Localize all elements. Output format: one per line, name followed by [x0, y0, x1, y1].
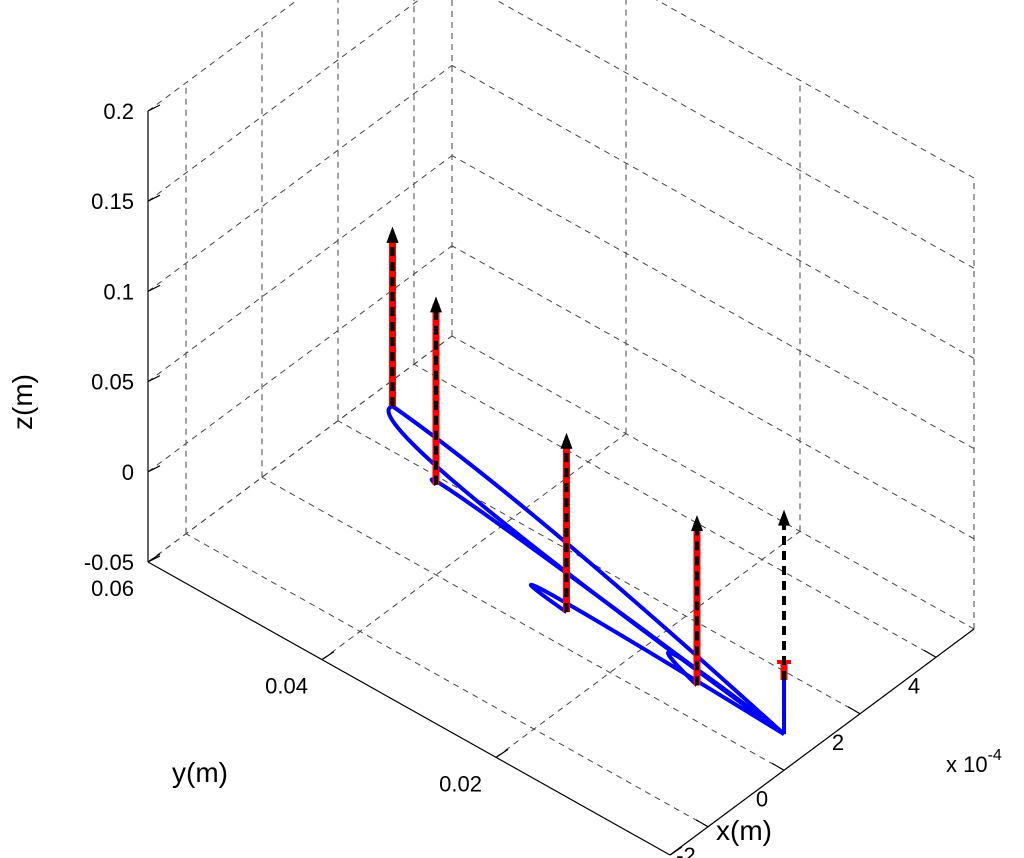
grid-line-z-back	[147, 0, 299, 112]
grid-line-z-side	[451, 155, 975, 450]
y-tick-label: 0.04	[265, 674, 308, 699]
z-tick-mark	[147, 284, 161, 292]
x-tick-mark	[847, 706, 861, 715]
plot-data	[386, 226, 792, 736]
y-tick-mark	[495, 748, 509, 758]
z-tick-mark	[147, 465, 161, 473]
grid-line-z-back	[147, 335, 453, 563]
grid-line-z-side	[495, 0, 975, 269]
target-arrow-head	[691, 514, 703, 531]
grid-line-y-floor	[321, 433, 627, 661]
grid	[147, 0, 975, 856]
grid-line-z-side	[451, 335, 975, 630]
grid-line-x-floor	[413, 363, 937, 658]
x-multiplier: x 10-4	[946, 747, 1002, 777]
x-tick-label: 0	[756, 786, 768, 811]
z-tick-label: 0.1	[103, 279, 134, 304]
x-tick-label: 2	[832, 730, 844, 755]
x-tick-mark	[923, 649, 937, 658]
target-arrow-head	[386, 226, 399, 243]
z-tick-label: 0.15	[91, 189, 134, 214]
z-tick-mark	[147, 104, 161, 112]
y-axis-line	[147, 561, 671, 856]
axes	[147, 104, 975, 856]
x-tick-label: 4	[908, 673, 920, 698]
z-tick-label: -0.05	[84, 550, 134, 575]
target-arrow-head	[778, 509, 791, 526]
grid-line-x-floor	[261, 476, 785, 771]
y-tick-label: 0.06	[91, 576, 134, 601]
x-multiplier-exponent: -4	[988, 747, 1002, 764]
z-tick-label: 0.05	[91, 370, 134, 395]
y-axis-title: y(m)	[172, 757, 228, 788]
x-axis-line	[669, 628, 975, 856]
z-tick-label: 0.2	[103, 99, 134, 124]
z-tick-mark	[147, 194, 161, 202]
grid-line-x-floor	[185, 533, 709, 828]
y-tick-label: 0.02	[439, 771, 482, 796]
x-tick-mark	[695, 819, 709, 828]
grid-line-x-floor	[337, 420, 861, 715]
x-tick-label: -2	[676, 843, 696, 858]
x-tick-mark	[771, 762, 785, 771]
x-axis-title: x(m)	[716, 815, 772, 846]
grid-line-z-back	[147, 155, 453, 383]
z-axis-title: z(m)	[7, 374, 38, 430]
grid-line-z-side	[451, 64, 975, 359]
trajectory-curve	[391, 404, 786, 736]
grid-line-z-back	[147, 245, 453, 473]
target-arrow-head	[560, 432, 573, 449]
grid-line-y-floor	[495, 530, 801, 758]
target-arrow-head	[429, 296, 442, 313]
grid-line-z-side	[451, 245, 975, 540]
z-tick-label: 0	[122, 460, 134, 485]
trajectory-curve	[666, 650, 786, 736]
grid-line-z-back	[147, 64, 453, 292]
grid-line-z-side	[655, 0, 975, 179]
grid-line-z-back	[147, 0, 420, 202]
trajectory-curve	[386, 404, 786, 736]
y-tick-mark	[669, 846, 683, 856]
z-tick-mark	[147, 555, 161, 563]
x-multiplier-base: x 10	[946, 752, 988, 777]
y-tick-mark	[321, 651, 335, 661]
z-tick-mark	[147, 375, 161, 383]
